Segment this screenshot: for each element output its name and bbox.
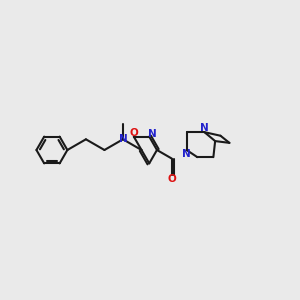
Text: N: N [182,149,191,159]
Text: N: N [118,134,127,144]
Text: O: O [167,174,176,184]
Text: O: O [129,128,138,138]
Text: N: N [148,129,157,139]
Text: N: N [200,123,209,133]
